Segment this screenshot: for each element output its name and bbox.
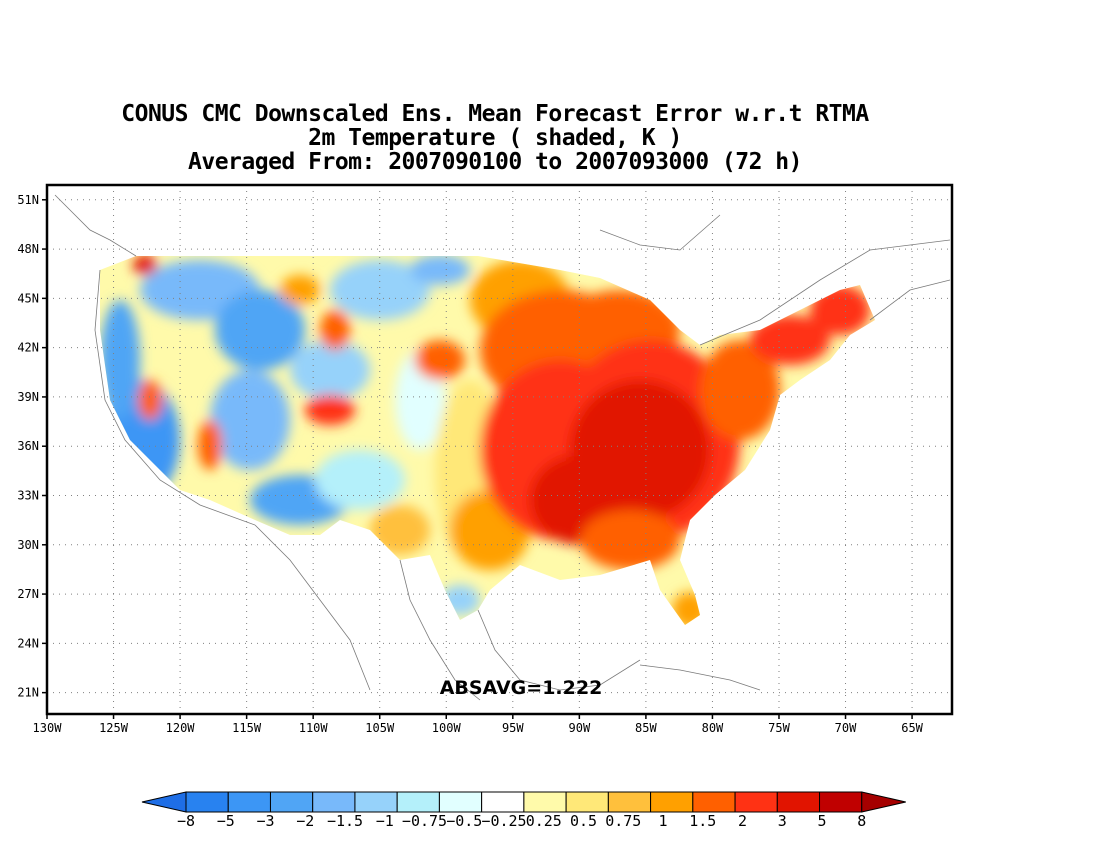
- x-tick-label: 100W: [432, 721, 462, 735]
- x-tick-label: 65W: [901, 721, 923, 735]
- map-title: CONUS CMC Downscaled Ens. Mean Forecast …: [0, 102, 990, 174]
- y-tick-label: 51N: [17, 193, 39, 207]
- x-tick-label: 85W: [635, 721, 657, 735]
- colorbar-box: [523, 791, 567, 813]
- title-line-2: 2m Temperature ( shaded, K ): [308, 125, 682, 151]
- colorbar-label: 1: [658, 812, 667, 830]
- x-tick-label: 130W: [33, 721, 63, 735]
- colorbar-label: 0.25: [526, 812, 562, 830]
- colorbar-label: 5: [817, 812, 826, 830]
- x-tick-label: 90W: [569, 721, 591, 735]
- x-tick-label: 80W: [702, 721, 724, 735]
- y-tick-label: 45N: [17, 291, 39, 305]
- y-tick-label: 30N: [17, 538, 39, 552]
- colorbar-box: [185, 791, 229, 813]
- colorbar-box: [227, 791, 271, 813]
- colorbar-label: 8: [857, 812, 866, 830]
- colorbar-label: −8: [177, 812, 195, 830]
- colorbar-label: 1.5: [689, 812, 716, 830]
- colorbar-label: −1: [376, 812, 394, 830]
- colorbar-label: −0.75: [402, 812, 447, 830]
- y-tick-label: 24N: [17, 636, 39, 650]
- colorbar-box: [396, 791, 440, 813]
- x-tick-label: 110W: [299, 721, 329, 735]
- x-tick-label: 75W: [768, 721, 790, 735]
- colorbar-arrow-high: [861, 791, 906, 813]
- graticule: [47, 185, 952, 714]
- colorbar-label: −0.5: [446, 812, 482, 830]
- colorbar-label: 0.75: [605, 812, 641, 830]
- colorbar-box: [692, 791, 736, 813]
- colorbar-label: −1.5: [327, 812, 363, 830]
- y-tick-label: 21N: [17, 686, 39, 700]
- plot-frame: [45, 183, 954, 716]
- colorbar-label: −2: [296, 812, 314, 830]
- colorbar-box: [607, 791, 652, 813]
- colorbar-box: [481, 791, 525, 813]
- x-tick-label: 70W: [835, 721, 857, 735]
- y-tick-label: 48N: [17, 242, 39, 256]
- y-tick-label: 36N: [17, 439, 39, 453]
- y-axis: 21N 24N 27N 30N 33N 36N 39N 42N 45N 48N 51N: [17, 193, 47, 700]
- colorbar-arrow-low: [141, 791, 187, 813]
- colorbar-label: −0.25: [481, 812, 526, 830]
- colorbar-box: [312, 791, 356, 813]
- colorbar-box: [650, 791, 694, 813]
- y-tick-label: 42N: [17, 341, 39, 355]
- temperature-error-field: [100, 256, 875, 625]
- y-tick-label: 33N: [17, 489, 39, 503]
- colorbar-label: −3: [256, 812, 274, 830]
- title-line-1: CONUS CMC Downscaled Ens. Mean Forecast …: [121, 101, 869, 127]
- title-line-3: Averaged From: 2007090100 to 2007093000 …: [188, 149, 802, 175]
- colorbar-box: [438, 791, 483, 813]
- y-tick-label: 39N: [17, 390, 39, 404]
- colorbar-box: [819, 791, 863, 813]
- x-tick-label: 95W: [502, 721, 524, 735]
- x-tick-label: 105W: [365, 721, 395, 735]
- colorbar-label: 2: [738, 812, 747, 830]
- colorbar-label: −5: [217, 812, 235, 830]
- x-axis: 130W 125W 120W 115W 110W 105W 100W 95W 90W 85W 80W…: [33, 714, 924, 735]
- colorbar-box: [776, 791, 821, 813]
- colorbar-box: [565, 791, 609, 813]
- y-tick-label: 27N: [17, 587, 39, 601]
- colorbar-label: 3: [778, 812, 787, 830]
- x-tick-label: 120W: [166, 721, 196, 735]
- absavg-annotation: ABSAVG=1.222: [440, 677, 603, 699]
- x-tick-label: 125W: [99, 721, 129, 735]
- colorbar-box: [734, 791, 778, 813]
- colorbar-box: [269, 791, 314, 813]
- colorbar-box: [354, 791, 398, 813]
- coastlines: [54, 194, 951, 701]
- colorbar-label: 0.5: [570, 812, 597, 830]
- x-tick-label: 115W: [232, 721, 262, 735]
